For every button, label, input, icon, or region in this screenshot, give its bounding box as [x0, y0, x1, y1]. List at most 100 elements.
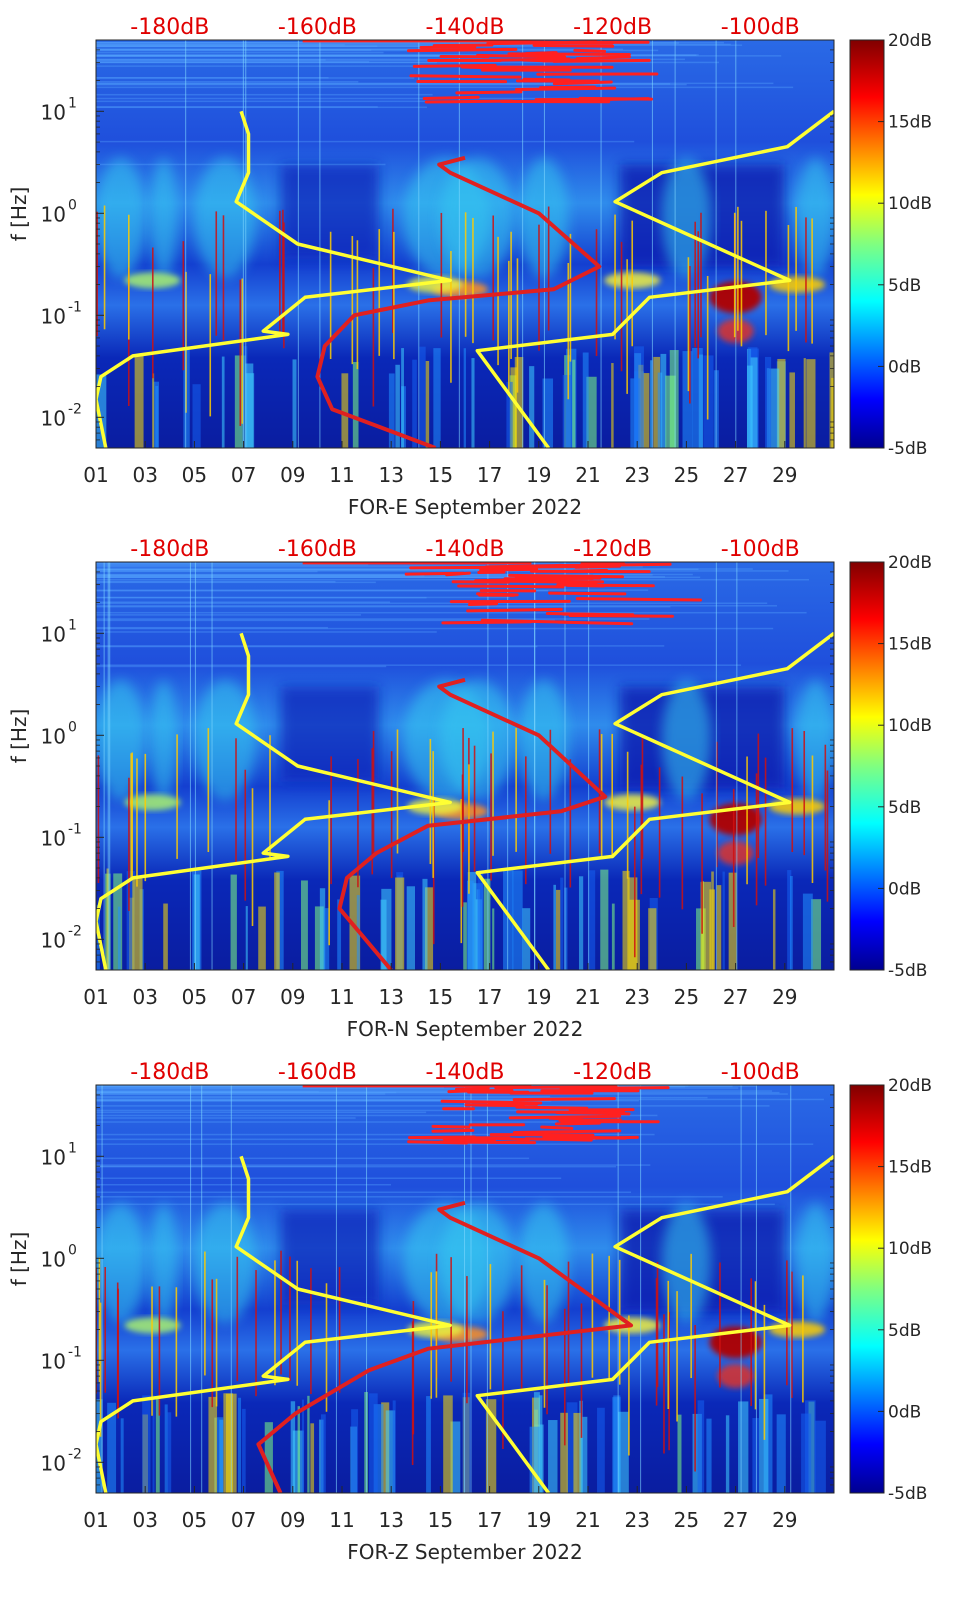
noise-row — [96, 602, 768, 604]
noise-model-curve — [96, 110, 452, 448]
psd-noise-segment — [441, 620, 532, 625]
energy-column — [506, 381, 513, 448]
noise-row — [96, 645, 538, 648]
noise-row — [96, 568, 699, 571]
energy-column — [352, 361, 359, 448]
y-tick-label: 10 — [41, 622, 66, 646]
energy-column — [290, 1401, 296, 1493]
psd-noise-segment — [422, 95, 480, 101]
noise-row — [96, 97, 618, 100]
energy-column — [790, 876, 793, 970]
psd-noise-segment — [575, 55, 631, 61]
energy-column — [657, 372, 663, 448]
psd-noise-segment — [516, 51, 558, 56]
psd-curve — [256, 1200, 633, 1493]
y-tick-exponent: 0 — [68, 197, 77, 213]
energy-spot — [769, 798, 826, 815]
psd-noise-segment — [578, 96, 653, 101]
psd-noise-segment — [508, 573, 625, 579]
x-tick-label: 21 — [575, 985, 600, 1009]
energy-column — [419, 346, 426, 448]
spectrogram-image — [96, 1085, 834, 1493]
energy-column — [314, 906, 324, 970]
energy-band — [797, 157, 834, 278]
x-tick-label: 01 — [83, 1508, 108, 1532]
noise-row — [96, 1099, 581, 1101]
noise-row — [96, 1164, 651, 1166]
y-tick-exponent: 1 — [68, 1140, 77, 1156]
noise-row — [96, 618, 650, 620]
energy-band — [661, 1202, 712, 1323]
energy-column — [660, 353, 667, 448]
noise-row — [96, 574, 525, 577]
colorbar-tick-label: 15dB — [888, 113, 932, 133]
psd-noise-segment — [409, 74, 522, 79]
psd-noise-segment — [440, 1099, 543, 1105]
x-tick-label: 11 — [329, 985, 354, 1009]
energy-column — [258, 906, 266, 970]
noise-row — [96, 576, 623, 579]
noise-row — [96, 41, 601, 44]
energy-column — [425, 360, 430, 448]
noise-row — [96, 1091, 319, 1093]
x-tick-label: 11 — [329, 1508, 354, 1532]
noise-row — [96, 45, 458, 48]
energy-column — [578, 876, 584, 970]
top-axis-label: -160dB — [278, 537, 357, 562]
energy-column — [192, 384, 201, 448]
colorbar-tick-label: 5dB — [888, 276, 921, 296]
y-tick-label: 10 — [41, 1247, 66, 1271]
energy-column — [373, 1404, 384, 1493]
top-axis-label: -180dB — [130, 15, 209, 40]
noise-row — [96, 1091, 397, 1094]
psd-noise-segment — [522, 77, 571, 82]
noise-row — [96, 61, 370, 63]
noise-row — [96, 45, 609, 48]
noise-row — [96, 575, 425, 577]
noise-row — [96, 570, 318, 573]
energy-column — [433, 348, 441, 448]
x-tick-label: 07 — [231, 463, 256, 487]
colorbar-tick-label: 10dB — [888, 716, 932, 736]
psd-noise-segment — [540, 1125, 574, 1130]
top-axis-label: -180dB — [130, 1060, 209, 1085]
psd-noise-segment — [467, 602, 499, 607]
energy-band — [96, 157, 146, 278]
energy-column — [611, 903, 615, 970]
top-axis-label: -120dB — [573, 537, 652, 562]
y-tick-label: 10 — [41, 724, 66, 748]
energy-band — [440, 157, 515, 278]
noise-row — [96, 48, 624, 51]
psd-noise-segment — [476, 53, 567, 59]
energy-column — [597, 1407, 605, 1493]
x-tick-label: 23 — [624, 463, 649, 487]
energy-column — [106, 868, 109, 970]
colorbar-tick-label: 0dB — [888, 357, 921, 377]
noise-row — [96, 564, 660, 567]
psd-noise-segment — [555, 1110, 631, 1116]
energy-column — [806, 359, 816, 448]
energy-column — [510, 367, 517, 448]
noise-row — [96, 49, 372, 51]
energy-column — [738, 1401, 749, 1493]
x-tick-label: 27 — [723, 985, 748, 1009]
noise-model-curve — [96, 1155, 452, 1493]
energy-band — [96, 1202, 146, 1323]
y-tick-exponent: 1 — [68, 95, 77, 111]
energy-column — [462, 1392, 471, 1493]
energy-column — [301, 1399, 305, 1493]
x-tick-label: 13 — [378, 1508, 403, 1532]
colorbar-tick-label: 15dB — [888, 1158, 932, 1178]
noise-row — [96, 645, 665, 647]
energy-column — [450, 1421, 461, 1493]
y-tick-exponent: -2 — [68, 923, 82, 939]
noise-row — [96, 1093, 386, 1095]
psd-noise-segment — [407, 1140, 469, 1145]
noise-row — [96, 58, 685, 61]
energy-column — [555, 889, 561, 970]
energy-band — [150, 1202, 178, 1323]
psd-noise-segment — [576, 1085, 605, 1091]
noise-row — [96, 596, 427, 599]
noise-row — [96, 1099, 639, 1102]
psd-noise-segment — [409, 565, 512, 570]
